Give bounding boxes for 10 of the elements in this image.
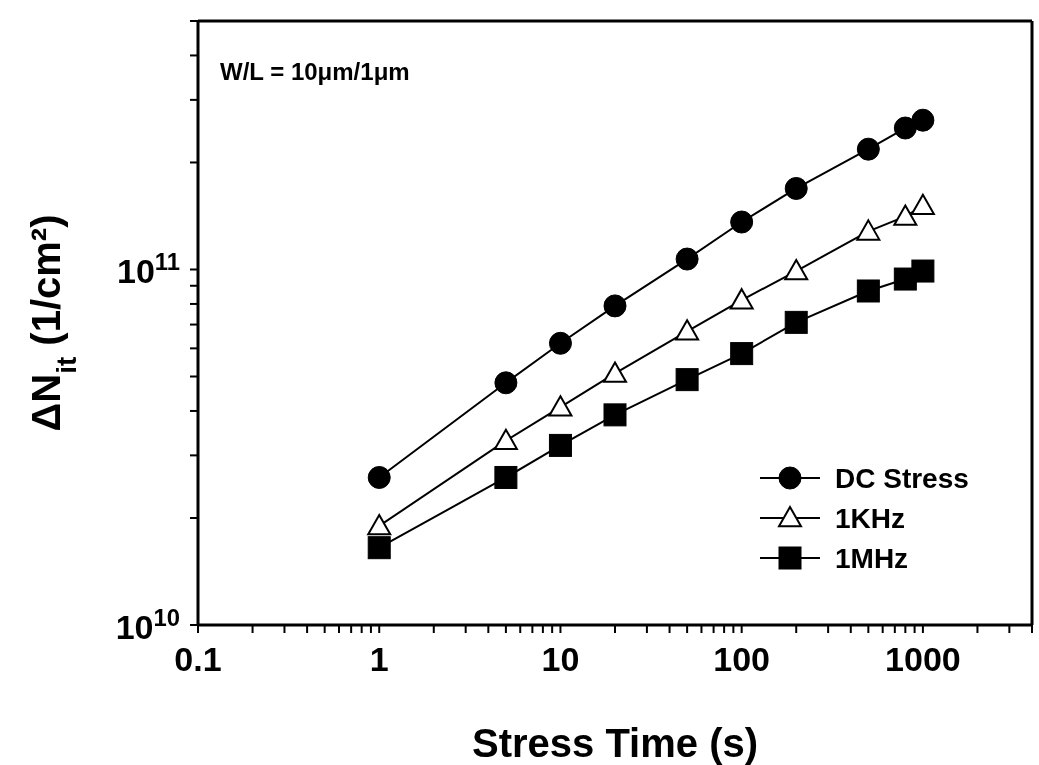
y-tick-label: 10$^{11}$ [117, 247, 180, 291]
x-axis-title: Stress Time (s) [471, 721, 759, 765]
x-tick-label: 100 [713, 640, 771, 678]
legend-label: 1MHz [835, 543, 909, 574]
legend-label: 1KHz [835, 503, 906, 534]
x-tick-label: 10 [541, 640, 580, 678]
legend-label: DC Stress [835, 463, 969, 494]
x-tick-label: 1000 [885, 640, 961, 678]
x-tick-label: 1 [369, 640, 389, 678]
annotation: W/L = 10μm/1μm [220, 58, 410, 85]
